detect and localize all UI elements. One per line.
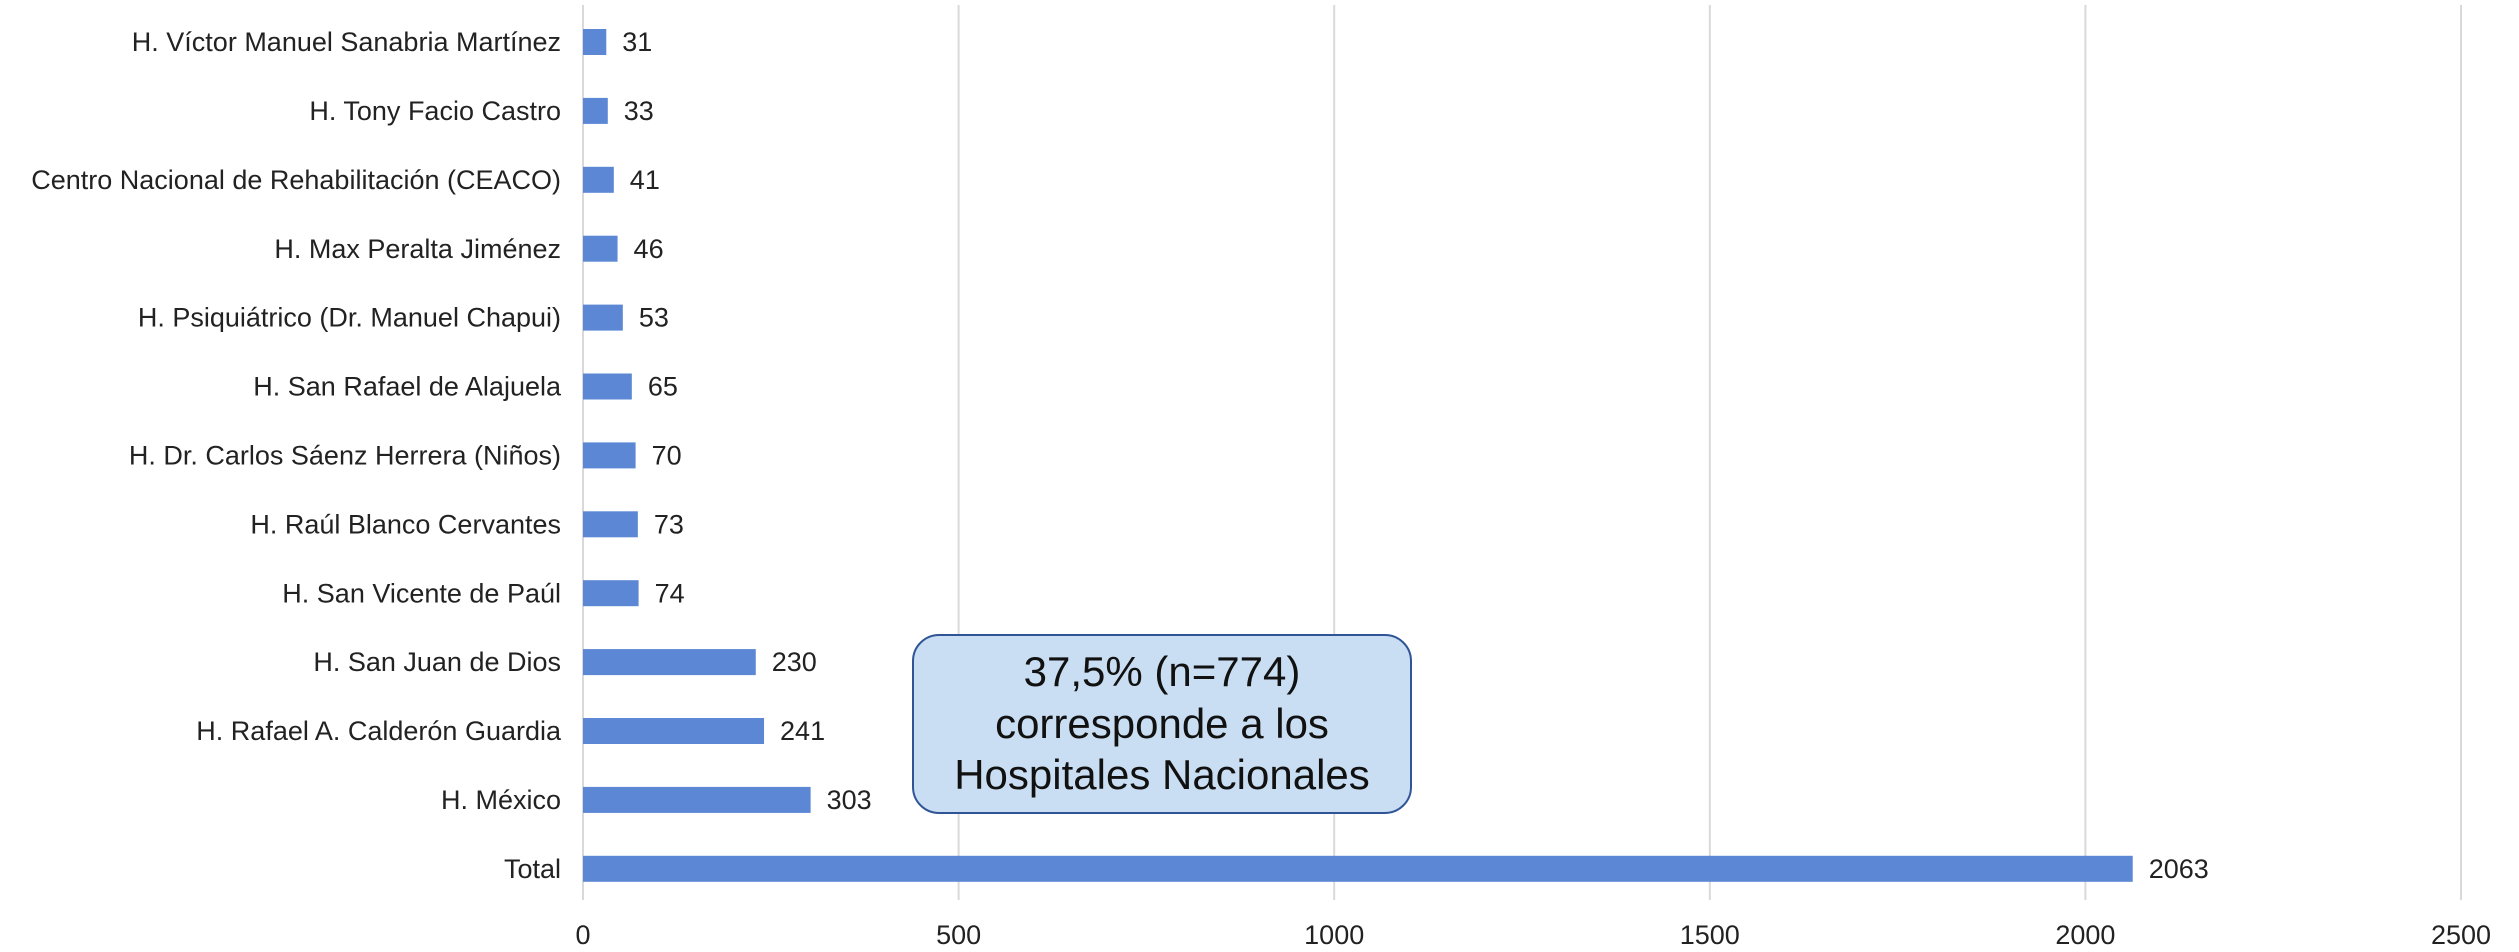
data-label: 31 [622,27,652,57]
bar [583,304,623,331]
data-label: 230 [772,647,817,677]
annotation-line: corresponde a los [995,700,1329,747]
data-label: 33 [624,96,654,126]
x-tick-label: 2500 [2431,920,2491,950]
x-tick-label: 2000 [2055,920,2115,950]
annotation-box [912,634,1412,814]
data-label: 46 [634,234,664,264]
data-label: 53 [639,303,669,333]
x-tick-label: 500 [936,920,981,950]
bar [583,97,608,124]
y-tick-label: H. Rafael A. Calderón Guardia [196,716,562,746]
y-tick-label: H. Psiquiátrico (Dr. Manuel Chapui) [138,303,561,333]
annotation-line: 37,5% (n=774) [1024,648,1301,695]
y-tick-label: H. Max Peralta Jiménez [274,234,561,264]
y-tick-label: H. San Juan de Dios [313,647,561,677]
y-tick-label: Centro Nacional de Rehabilitación (CEACO… [31,165,561,195]
annotation-line: Hospitales Nacionales [954,751,1370,798]
y-tick-label: H. México [441,785,561,815]
y-tick-label: H. Raúl Blanco Cervantes [250,509,561,539]
bar [583,235,618,262]
y-tick-label: H. Tony Facio Castro [309,96,561,126]
data-label: 2063 [2149,854,2209,884]
x-tick-label: 1500 [1680,920,1740,950]
bar [583,373,632,400]
data-label: 65 [648,372,678,402]
bar [583,29,607,55]
y-tick-label: H. Dr. Carlos Sáenz Herrera (Niños) [129,441,561,471]
data-label: 70 [652,441,682,471]
x-tick-label: 0 [575,920,590,950]
bar [583,580,639,607]
y-tick-label: Total [504,854,561,884]
bar [583,786,811,813]
bar [583,649,756,676]
data-label: 74 [655,578,685,608]
bar [583,442,636,469]
bar [583,718,765,744]
bar [583,166,614,193]
y-tick-label: H. San Rafael de Alajuela [253,372,562,402]
x-tick-label: 1000 [1304,920,1364,950]
data-label: 241 [780,716,825,746]
data-label: 303 [827,785,872,815]
data-label: 41 [630,165,660,195]
y-tick-label: H. Víctor Manuel Sanabria Martínez [132,27,561,57]
bar [583,511,638,538]
y-tick-label: H. San Vicente de Paúl [282,578,561,608]
data-label: 73 [654,509,684,539]
bar [583,855,2133,882]
